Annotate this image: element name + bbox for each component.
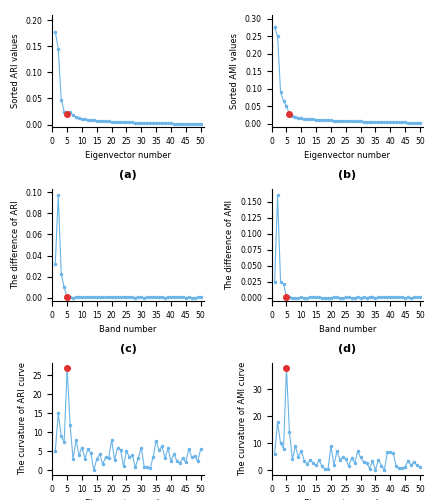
Y-axis label: The curvature of AMI curve: The curvature of AMI curve: [238, 362, 247, 476]
Y-axis label: Sorted AMI values: Sorted AMI values: [230, 33, 239, 109]
X-axis label: Band number: Band number: [99, 326, 157, 334]
Y-axis label: Sorted ARI values: Sorted ARI values: [11, 34, 20, 108]
Y-axis label: The curvature of ARI curve: The curvature of ARI curve: [18, 362, 27, 476]
Y-axis label: The difference of AMI: The difference of AMI: [225, 200, 235, 290]
Y-axis label: The difference of ARI: The difference of ARI: [11, 200, 20, 290]
Text: (d): (d): [338, 344, 356, 353]
Text: (a): (a): [119, 170, 137, 180]
Text: (c): (c): [119, 344, 136, 353]
X-axis label: Eigenvector number: Eigenvector number: [304, 152, 390, 160]
X-axis label: Band number: Band number: [319, 326, 376, 334]
X-axis label: Eigenvector number: Eigenvector number: [85, 152, 171, 160]
Text: (b): (b): [338, 170, 356, 180]
